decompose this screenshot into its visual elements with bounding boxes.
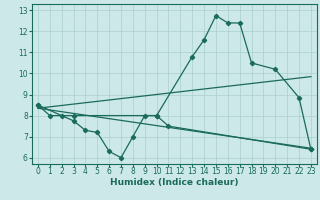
X-axis label: Humidex (Indice chaleur): Humidex (Indice chaleur) [110, 178, 239, 187]
